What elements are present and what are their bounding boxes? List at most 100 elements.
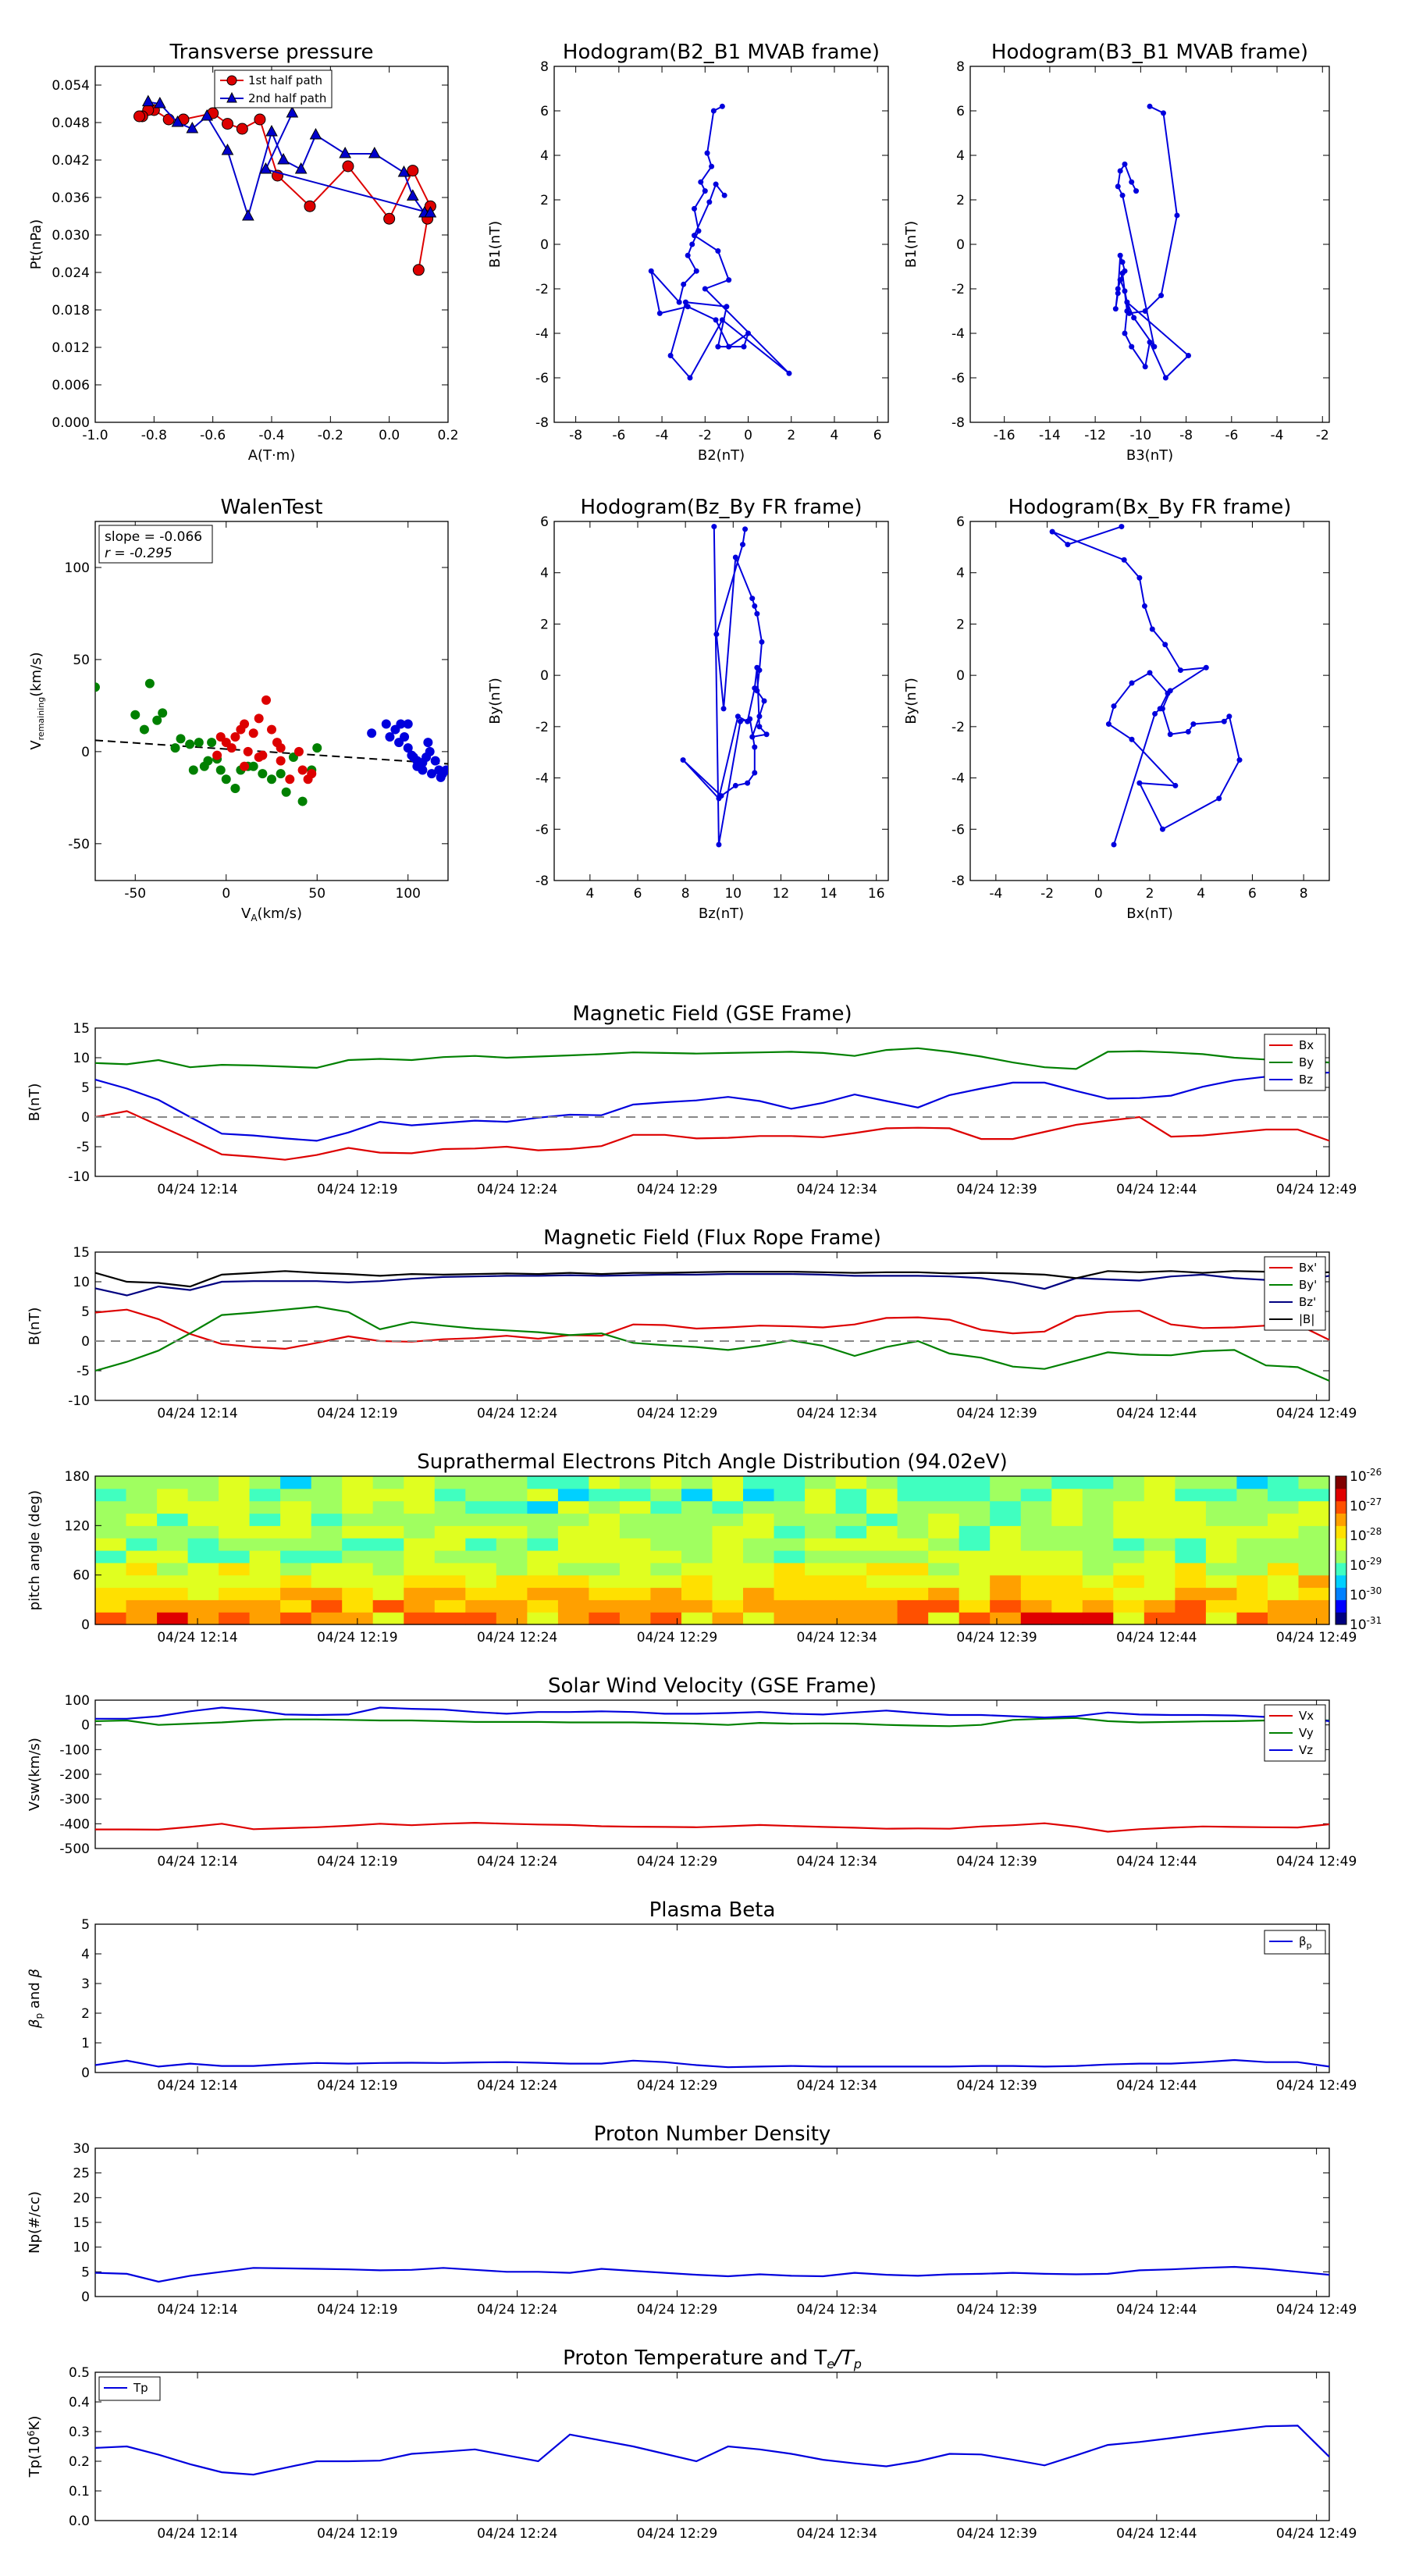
y-tick-label: -4 — [535, 326, 549, 342]
series-line-0 — [94, 2265, 1330, 2283]
legend-label: Vz — [1299, 1743, 1313, 1757]
heat-cell — [404, 1562, 436, 1576]
heat-cell — [959, 1550, 991, 1564]
data-point — [441, 765, 448, 775]
data-point — [1117, 277, 1123, 283]
heat-cell — [311, 1500, 343, 1514]
heat-cell — [835, 1525, 867, 1539]
heat-cell — [1205, 1525, 1237, 1539]
data-point — [1115, 290, 1121, 297]
heat-cell — [126, 1574, 158, 1589]
data-point — [423, 738, 433, 748]
heat-cell — [897, 1562, 929, 1576]
heat-cell — [1051, 1550, 1083, 1564]
data-point — [258, 769, 268, 779]
heat-cell — [404, 1574, 436, 1589]
heat-cell — [959, 1525, 991, 1539]
heat-cell — [712, 1612, 744, 1625]
data-point — [201, 109, 213, 121]
heat-cell — [372, 1562, 404, 1576]
heat-cell — [372, 1476, 404, 1489]
data-point — [1122, 161, 1128, 167]
data-point — [681, 281, 687, 287]
heat-cell — [557, 1500, 589, 1514]
heat-cell — [1113, 1513, 1145, 1526]
data-point — [718, 793, 724, 799]
y-tick-label: -10 — [68, 1393, 90, 1409]
y-tick-label: 0 — [81, 1718, 90, 1734]
heat-cell — [95, 1599, 127, 1613]
heat-cell — [835, 1513, 867, 1526]
heat-cell — [835, 1488, 867, 1502]
data-point — [276, 756, 286, 766]
x-tick-label: 8 — [681, 886, 690, 902]
y-tick-label: 0.042 — [52, 153, 90, 169]
x-tick-label: -0.6 — [200, 428, 226, 443]
heat-cell — [619, 1513, 651, 1526]
heat-cell — [959, 1538, 991, 1551]
data-point — [682, 299, 688, 305]
heat-cell — [928, 1550, 960, 1564]
data-point — [199, 761, 209, 771]
heat-cell — [743, 1574, 775, 1589]
heat-cell — [805, 1538, 837, 1551]
y-tick-label: 6 — [540, 514, 549, 530]
y-tick-label: 4 — [956, 566, 965, 582]
heat-cell — [465, 1488, 497, 1502]
heat-cell — [743, 1488, 775, 1502]
legend: Bx By Bz — [1264, 1034, 1326, 1091]
x-tick-label: 04/24 12:44 — [1116, 1182, 1197, 1197]
x-tick-label: 04/24 12:14 — [157, 2302, 237, 2318]
data-point — [749, 596, 756, 602]
heat-cell — [311, 1599, 343, 1613]
series-2 — [367, 719, 448, 782]
heat-cell — [805, 1513, 837, 1526]
x-tick-label: 6 — [873, 428, 882, 443]
series-line-0 — [94, 2058, 1330, 2069]
heat-cell — [95, 1550, 127, 1564]
data-point — [1133, 188, 1140, 194]
heat-cell — [157, 1587, 189, 1600]
legend-label: By' — [1299, 1278, 1317, 1292]
x-tick-label: -2 — [1316, 428, 1329, 443]
data-point — [1119, 192, 1126, 198]
series-line-2 — [94, 1272, 1330, 1297]
heat-cell — [280, 1612, 312, 1625]
data-point — [381, 719, 391, 729]
x-tick-label: 04/24 12:49 — [1276, 1406, 1357, 1421]
heat-cell — [897, 1525, 929, 1539]
heat-cell — [557, 1476, 589, 1489]
data-point — [726, 343, 732, 350]
y-tick-label: -400 — [59, 1816, 90, 1832]
x-tick-label: 04/24 12:14 — [157, 1182, 237, 1197]
heat-cell — [1113, 1538, 1145, 1551]
heat-cell — [835, 1538, 867, 1551]
colorbar-cell — [1336, 1599, 1346, 1603]
data-point — [424, 205, 437, 218]
heat-cell — [1298, 1550, 1330, 1564]
heat-cell — [157, 1488, 189, 1502]
data-point — [711, 524, 717, 530]
data-point — [293, 746, 304, 756]
heat-cell — [1113, 1587, 1145, 1600]
x-tick-label: 04/24 12:49 — [1276, 2302, 1357, 2318]
y-tick-label: 0 — [81, 2290, 90, 2305]
x-tick-label: 04/24 12:34 — [797, 1182, 877, 1197]
x-tick-label: 04/24 12:39 — [956, 2078, 1037, 2094]
heat-cell — [712, 1562, 744, 1576]
data-point — [258, 750, 268, 760]
heat-cell — [928, 1538, 960, 1551]
heat-cell — [650, 1538, 682, 1551]
y-tick-label: 0.4 — [69, 2395, 90, 2411]
data-point — [158, 708, 168, 718]
data-point — [742, 526, 749, 532]
colorbar-cell — [1336, 1525, 1346, 1528]
data-point — [713, 632, 720, 638]
h1-frame — [553, 66, 889, 423]
heat-cell — [527, 1488, 559, 1502]
colorbar-cell — [1336, 1574, 1346, 1578]
heat-cell — [434, 1513, 466, 1526]
heat-cell — [95, 1476, 127, 1489]
heat-cell — [249, 1513, 281, 1526]
